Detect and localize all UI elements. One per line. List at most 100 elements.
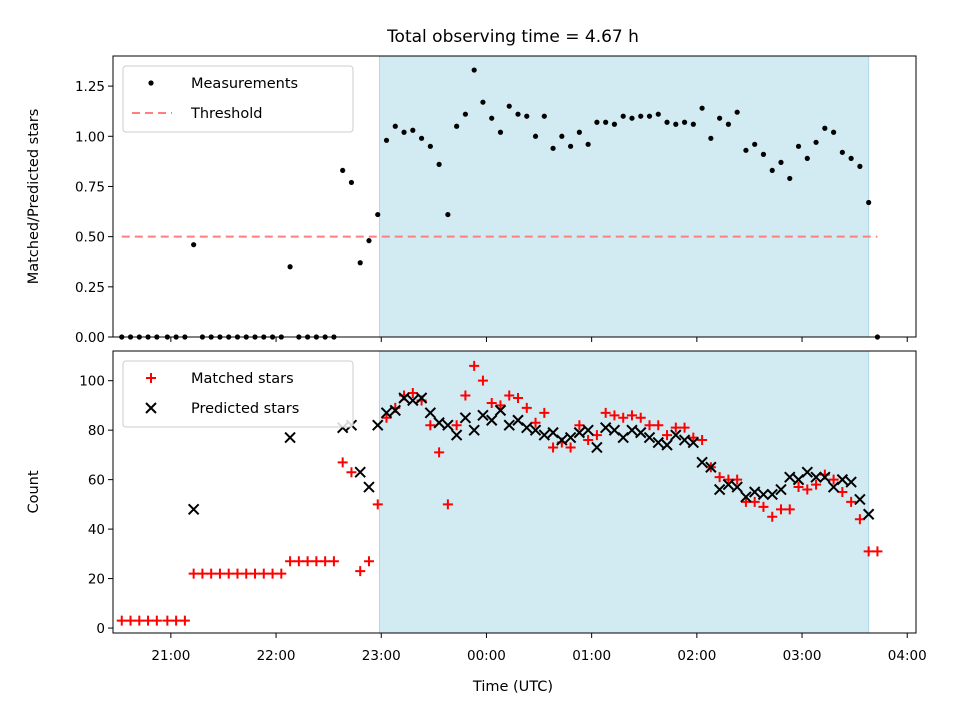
matched-stars-point (232, 568, 243, 579)
matched-stars-point (749, 496, 760, 507)
legend-label: Predicted stars (191, 401, 299, 417)
measurement-point (436, 161, 442, 167)
bottom-legend-box (122, 360, 354, 428)
predicted-stars-point (538, 429, 551, 441)
measurement-point (392, 123, 398, 129)
bottom-observing-window (378, 350, 870, 634)
matched-stars-point (609, 410, 620, 421)
matched-stars-point (206, 568, 217, 579)
matched-stars-point (241, 568, 252, 579)
top-y-tick-label: 1.25 (75, 79, 105, 95)
matched-stars-point (302, 556, 313, 567)
predicted-stars-point (626, 424, 638, 436)
measurement-point (866, 199, 872, 206)
measurement-point (787, 175, 793, 182)
bottom-y-tick-label: 20 (88, 572, 105, 588)
measurement-point (725, 121, 731, 127)
top-frame (112, 55, 917, 338)
measurement-point (804, 155, 810, 161)
matched-stars-point (151, 615, 162, 626)
predicted-stars-point (687, 436, 700, 449)
matched-stars-point (125, 615, 136, 626)
legend-predicted-swatch (145, 402, 157, 414)
matched-stars-point (714, 472, 725, 483)
matched-stars-point (162, 615, 173, 626)
matched-stars-point (250, 568, 261, 579)
measurement-point (620, 113, 626, 119)
predicted-stars-point (415, 392, 428, 404)
matched-stars-point (688, 432, 699, 443)
predicted-stars-point (722, 478, 735, 491)
measurement-point (410, 127, 416, 133)
predicted-stars-point (836, 473, 849, 486)
measurement-point (497, 129, 504, 135)
measurement-point (366, 238, 372, 244)
measurement-point (515, 111, 521, 117)
measurement-point (427, 143, 433, 149)
measurement-point (357, 260, 363, 266)
predicted-stars-point (582, 424, 594, 436)
x-tick-label: 04:00 (888, 648, 927, 664)
measurement-point (673, 121, 679, 127)
measurement-point (480, 99, 486, 105)
predicted-stars-point (652, 436, 664, 449)
bottom-legend: Matched stars Predicted stars (122, 360, 354, 428)
matched-stars-point (134, 615, 145, 626)
predicted-stars-point (284, 431, 296, 444)
matched-stars-point (872, 546, 883, 557)
measurement-point (629, 115, 635, 121)
predicted-stars-point (810, 471, 822, 483)
x-axis-label: Time (UTC) (472, 679, 553, 695)
measurement-point (655, 111, 661, 117)
legend-measurement-swatch (148, 80, 154, 86)
matched-stars-point (626, 410, 637, 421)
predicted-stars-point (635, 426, 647, 439)
measurement-point (611, 121, 618, 127)
measurement-point (532, 133, 539, 139)
measurement-point (708, 135, 714, 141)
predicted-stars-point (696, 456, 708, 469)
measurement-point (383, 137, 390, 143)
matched-stars-point (363, 556, 374, 567)
matched-stars-point (267, 568, 278, 579)
measurement-point (603, 119, 609, 125)
matched-stars-point (644, 420, 655, 431)
legend-label: Measurements (191, 76, 298, 92)
matched-stars-point (521, 402, 532, 413)
top-panel: 0.00 0.25 0.50 0.75 1.00 1.25 Matched/Predicte… (26, 55, 917, 346)
matched-stars-point (407, 388, 418, 399)
matched-stars-point (143, 615, 154, 626)
top-observing-window (378, 55, 870, 338)
matched-stars-point (574, 420, 585, 431)
measurement-point (489, 115, 495, 121)
measurement-point (681, 119, 688, 125)
matched-stars-point (188, 568, 199, 579)
x-tick-label: 02:00 (677, 648, 716, 664)
matched-stars-point (328, 556, 339, 567)
legend-label: Matched stars (191, 371, 294, 387)
measurement-point (576, 129, 582, 135)
matched-stars-point (863, 546, 874, 557)
measurement-point (830, 129, 837, 135)
bottom-y-tick-label: 80 (88, 423, 105, 439)
predicted-stars-point (398, 392, 410, 404)
matched-stars-point (662, 430, 673, 441)
measurement-point (445, 211, 451, 218)
matched-stars-point (802, 484, 813, 495)
predicted-stars-point (424, 407, 437, 419)
predicted-stars-point (784, 471, 796, 483)
matched-stars-point (293, 556, 304, 567)
measurement-point (462, 111, 469, 117)
predicted-stars-point (599, 421, 612, 434)
predicted-stars-point (801, 466, 814, 478)
top-legend-box (122, 65, 354, 133)
bottom-y-tick-label: 100 (79, 374, 105, 390)
matched-stars-point (539, 407, 550, 418)
matched-stars-point (460, 390, 471, 401)
predicted-stars-point (731, 481, 743, 493)
predicted-stars-point (187, 503, 200, 516)
matched-stars-point (477, 375, 488, 386)
predicted-stars-point (521, 421, 533, 434)
measurement-point (795, 143, 802, 149)
